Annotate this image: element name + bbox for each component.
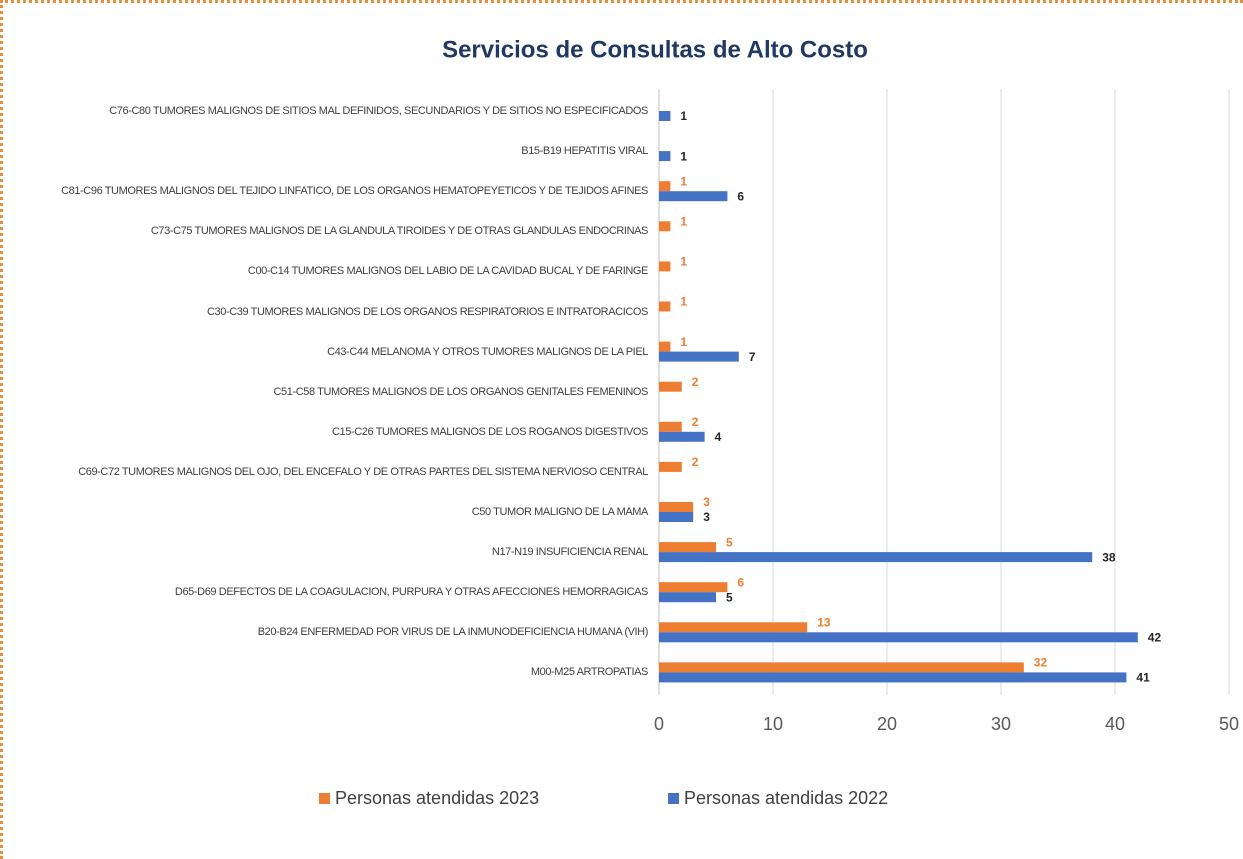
category-label: C76-C80 TUMORES MALIGNOS DE SITIOS MAL D… (13, 91, 648, 131)
category-text: C73-C75 TUMORES MALIGNOS DE LA GLANDULA … (150, 225, 649, 238)
data-label: 7 (749, 350, 756, 364)
bar (659, 301, 671, 312)
data-label: 2 (692, 415, 699, 429)
category-label: C30-C39 TUMORES MALIGNOS DE LOS ORGANOS … (13, 292, 648, 332)
data-label: 42 (1148, 630, 1162, 644)
category-label: B20-B24 ENFERMEDAD POR VIRUS DE LA INMUN… (13, 612, 649, 652)
category-text: C43-C44 MELANOMA Y OTROS TUMORES MALIGNO… (327, 345, 648, 358)
legend-swatch (319, 793, 330, 804)
category-text: B15-B19 HEPATITIS VIRAL (521, 145, 648, 158)
bar (659, 552, 1093, 563)
data-label: 3 (703, 495, 710, 509)
bar (659, 381, 682, 392)
bar (659, 512, 694, 522)
category-text: C00-C14 TUMORES MALIGNOS DEL LABIO DE LA… (247, 265, 648, 278)
data-label: 2 (692, 375, 699, 389)
category-label: B15-B19 HEPATITIS VIRAL (13, 131, 648, 171)
category-label: C50 TUMOR MALIGNO DE LA MAMA (13, 492, 649, 532)
chart-svg: Servicios de Consultas de Alto Costo 0 10… (319, 36, 1239, 808)
data-label: 1 (680, 174, 687, 188)
bar (659, 542, 716, 553)
bar (659, 431, 705, 442)
bar (659, 151, 671, 162)
data-label: 38 (1102, 550, 1116, 564)
x-tick-label: 20 (877, 714, 897, 734)
bar (659, 351, 739, 362)
category-text: C76-C80 TUMORES MALIGNOS DE SITIOS MAL D… (109, 105, 648, 117)
data-label: 1 (680, 109, 687, 123)
data-label: 1 (680, 335, 687, 349)
legend-swatch (668, 793, 679, 804)
category-text: C81-C96 TUMORES MALIGNOS DEL TEJIDO LINF… (61, 185, 648, 198)
data-label: 6 (737, 189, 744, 203)
bar (659, 181, 671, 192)
category-label: C15-C26 TUMORES MALIGNOS DE LOS ROGANOS … (13, 412, 648, 452)
legend-label: Personas atendidas 2022 (684, 788, 888, 808)
data-label: 41 (1136, 671, 1150, 685)
bar (659, 632, 1138, 643)
category-text: N17-N19 INSUFICIENCIA RENAL (491, 546, 648, 559)
category-text: C30-C39 TUMORES MALIGNOS DE LOS ORGANOS … (206, 305, 648, 318)
category-label: M00-M25 ARTROPATIAS (13, 652, 649, 692)
category-label: C51-C58 TUMORES MALIGNOS DE LOS ORGANOS … (13, 372, 648, 412)
bar (659, 341, 671, 352)
bar (659, 221, 671, 232)
bar (659, 672, 1127, 683)
bar (659, 261, 671, 272)
bar (659, 191, 728, 202)
bar (659, 502, 694, 512)
x-tick-label: 0 (654, 714, 664, 734)
data-label: 3 (703, 510, 710, 524)
data-label: 1 (680, 149, 687, 163)
category-label: C00-C14 TUMORES MALIGNOS DEL LABIO DE LA… (13, 251, 648, 291)
category-text: C69-C72 TUMORES MALIGNOS DEL OJO, DEL EN… (78, 465, 648, 478)
bar (659, 582, 728, 593)
data-label: 1 (680, 214, 687, 228)
bar (659, 111, 671, 121)
data-label: 32 (1034, 656, 1048, 670)
data-label: 4 (715, 430, 722, 444)
category-label: N17-N19 INSUFICIENCIA RENAL (13, 532, 648, 572)
category-label: C73-C75 TUMORES MALIGNOS DE LA GLANDULA … (13, 211, 649, 251)
chart-title: Servicios de Consultas de Alto Costo (442, 36, 868, 63)
bar (659, 461, 682, 472)
category-text: C15-C26 TUMORES MALIGNOS DE LOS ROGANOS … (332, 425, 648, 438)
category-text: C50 TUMOR MALIGNO DE LA MAMA (471, 506, 649, 518)
data-label: 5 (726, 590, 733, 604)
bar (659, 622, 808, 633)
x-tick-label: 50 (1219, 714, 1239, 734)
category-label: C43-C44 MELANOMA Y OTROS TUMORES MALIGNO… (13, 332, 648, 372)
x-tick-label: 30 (991, 714, 1011, 734)
category-text: M00-M25 ARTROPATIAS (530, 666, 649, 679)
data-label: 1 (680, 255, 687, 269)
x-tick-label: 40 (1105, 714, 1125, 734)
x-tick-label: 10 (763, 714, 783, 734)
category-label: D65-D69 DEFECTOS DE LA COAGULACION, PURP… (13, 572, 648, 612)
bar (659, 662, 1024, 673)
bar (659, 421, 682, 432)
category-text: D65-D69 DEFECTOS DE LA COAGULACION, PURP… (174, 586, 648, 599)
data-label: 6 (737, 575, 744, 589)
category-label: C81-C96 TUMORES MALIGNOS DEL TEJIDO LINF… (13, 171, 648, 211)
legend-label: Personas atendidas 2023 (335, 788, 539, 808)
category-text: C51-C58 TUMORES MALIGNOS DE LOS ORGANOS … (273, 385, 648, 398)
data-label: 5 (726, 535, 733, 549)
data-label: 13 (817, 615, 831, 629)
category-label: C69-C72 TUMORES MALIGNOS DEL OJO, DEL EN… (13, 452, 648, 492)
data-label: 1 (680, 295, 687, 309)
data-label: 2 (692, 455, 699, 469)
category-text: B20-B24 ENFERMEDAD POR VIRUS DE LA INMUN… (257, 626, 649, 639)
bar (659, 592, 716, 603)
